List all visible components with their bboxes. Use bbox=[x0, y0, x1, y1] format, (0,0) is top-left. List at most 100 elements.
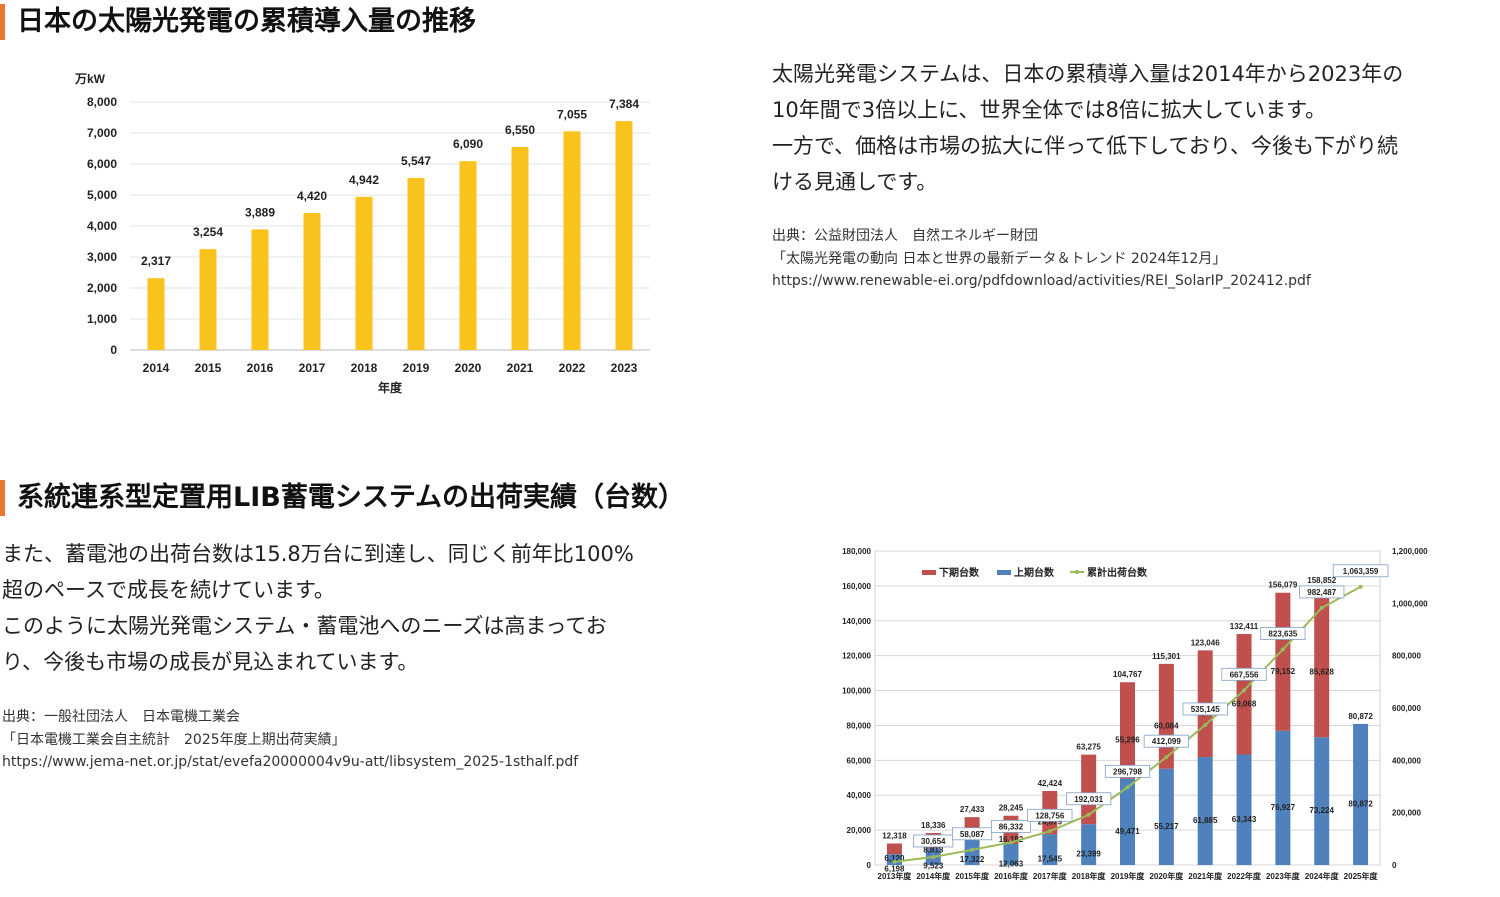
cumulative-label-box bbox=[1299, 585, 1345, 599]
data-label: 7,384 bbox=[609, 97, 639, 111]
cumulative-label: 412,099 bbox=[1152, 737, 1181, 746]
second-half-label: 16,182 bbox=[999, 835, 1024, 844]
bar bbox=[615, 121, 633, 350]
legend-label: 累計出荷台数 bbox=[1087, 566, 1148, 579]
section2-paragraph: また、蓄電池の出荷台数は15.8万台に到達し、同じく前年比100% 超のペースで… bbox=[2, 536, 634, 680]
bar-first-half bbox=[1003, 843, 1019, 865]
cumulative-label: 296,798 bbox=[1113, 767, 1142, 776]
bar bbox=[511, 146, 529, 350]
x-tick-label: 2020年度 bbox=[1149, 871, 1184, 881]
second-half-label: 60,084 bbox=[1154, 721, 1179, 730]
source-line: 「日本電機工業会自主統計 2025年度上期出荷実績」 bbox=[2, 731, 346, 748]
total-label: 123,046 bbox=[1191, 638, 1220, 647]
section1-heading: 日本の太陽光発電の累積導入量の推移 bbox=[0, 4, 476, 40]
paragraph-line: 超のペースで成長を続けています。 bbox=[2, 578, 335, 602]
left-y-tick-label: 60,000 bbox=[847, 756, 872, 765]
cumulative-label-box bbox=[913, 834, 954, 848]
paragraph-line: このように太陽光発電システム・蓄電池へのニーズは高まってお bbox=[2, 614, 607, 638]
total-label: 156,079 bbox=[1268, 581, 1297, 590]
left-y-tick-label: 120,000 bbox=[842, 652, 871, 661]
cumulative-point bbox=[1358, 584, 1363, 589]
x-axis-label: 年度 bbox=[378, 380, 403, 395]
legend-label: 下期台数 bbox=[939, 566, 980, 579]
cumulative-point bbox=[1047, 829, 1052, 834]
data-label: 3,254 bbox=[193, 225, 223, 239]
solar-installation-bar-chart: 0 1,000 2,000 3,000 4,000 5,000 6,000 7,000 8,00… bbox=[74, 72, 650, 395]
cumulative-label: 535,145 bbox=[1191, 705, 1220, 714]
second-half-label: 24,879 bbox=[1038, 818, 1063, 827]
x-tick-label: 2023 bbox=[611, 361, 638, 375]
bar bbox=[199, 249, 217, 350]
paragraph-line: また、蓄電池の出荷台数は15.8万台に到達し、同じく前年比100% bbox=[2, 542, 634, 566]
x-tick-label: 2017 bbox=[299, 361, 326, 375]
second-half-label: 8,813 bbox=[923, 846, 944, 855]
left-y-tick-label: 40,000 bbox=[847, 791, 872, 800]
left-y-tick-label: 20,000 bbox=[847, 826, 872, 835]
bar-second-half bbox=[1120, 682, 1135, 779]
right-y-tick-label: 800,000 bbox=[1392, 652, 1421, 661]
total-label: 132,411 bbox=[1230, 622, 1259, 631]
cumulative-label: 86,332 bbox=[999, 822, 1024, 831]
right-y-tick-label: 400,000 bbox=[1392, 756, 1421, 765]
first-half-label: 12,063 bbox=[999, 859, 1024, 868]
x-tick-label: 2022年度 bbox=[1227, 871, 1262, 881]
data-label: 3,889 bbox=[245, 205, 275, 219]
cumulative-label: 58,087 bbox=[960, 830, 985, 839]
total-label: 27,433 bbox=[960, 805, 985, 814]
first-half-label: 61,885 bbox=[1193, 816, 1218, 825]
total-label: 28,245 bbox=[999, 804, 1024, 813]
second-half-label: 85,628 bbox=[1309, 668, 1334, 677]
cumulative-label-box bbox=[1143, 734, 1189, 748]
bar bbox=[303, 212, 321, 350]
left-y-tick-label: 0 bbox=[867, 861, 872, 870]
cumulative-label-box bbox=[1027, 808, 1073, 822]
data-label: 6,090 bbox=[453, 137, 483, 151]
cumulative-point bbox=[1319, 605, 1324, 610]
total-label: 104,767 bbox=[1113, 670, 1142, 679]
bar-first-half bbox=[1042, 834, 1058, 865]
y-tick-label: 6,000 bbox=[87, 157, 117, 171]
second-half-label: 79,152 bbox=[1271, 667, 1296, 676]
cumulative-point bbox=[1164, 755, 1169, 760]
bar bbox=[459, 161, 477, 350]
right-y-tick-label: 1,200,000 bbox=[1392, 547, 1428, 556]
cumulative-label: 1,063,359 bbox=[1343, 567, 1379, 576]
left-y-tick-label: 180,000 bbox=[842, 547, 871, 556]
data-label: 2,317 bbox=[141, 254, 171, 268]
paragraph-line: 太陽光発電システムは、日本の累積導入量は2014年から2023年の bbox=[772, 62, 1404, 86]
y-tick-label: 5,000 bbox=[87, 188, 117, 202]
left-y-tick-label: 160,000 bbox=[842, 582, 871, 591]
x-tick-label: 2018 bbox=[351, 361, 378, 375]
bar-first-half bbox=[1236, 754, 1252, 865]
source-line: 出典：公益財団法人 自然エネルギー財団 bbox=[772, 228, 1038, 244]
cumulative-point bbox=[1280, 647, 1285, 652]
first-half-label: 17,545 bbox=[1038, 855, 1063, 864]
cumulative-label-box bbox=[1260, 627, 1306, 640]
first-half-label: 80,872 bbox=[1348, 799, 1373, 808]
y-tick-label: 3,000 bbox=[87, 250, 117, 264]
x-tick-label: 2016 bbox=[247, 361, 274, 375]
cumulative-label: 192,031 bbox=[1074, 795, 1103, 804]
right-y-tick-label: 200,000 bbox=[1392, 809, 1421, 818]
cumulative-label: 982,487 bbox=[1307, 588, 1336, 597]
cumulative-label-box bbox=[1066, 792, 1112, 806]
legend-swatch-first-half bbox=[997, 570, 1011, 575]
total-label: 12,318 bbox=[882, 832, 907, 841]
paragraph-line: ける見通しです。 bbox=[772, 170, 938, 194]
section1-paragraph: 太陽光発電システムは、日本の累積導入量は2014年から2023年の 10年間で3… bbox=[772, 56, 1403, 200]
x-tick-label: 2019年度 bbox=[1111, 871, 1146, 881]
cumulative-point bbox=[892, 859, 897, 864]
cumulative-point bbox=[931, 854, 936, 859]
cumulative-label-box bbox=[990, 820, 1031, 833]
first-half-label: 76,927 bbox=[1271, 803, 1296, 812]
x-tick-label: 2018年度 bbox=[1072, 871, 1107, 881]
first-half-label: 6,198 bbox=[884, 865, 905, 874]
bar-second-half bbox=[1236, 634, 1252, 755]
legend-swatch-second-half bbox=[922, 570, 936, 575]
section1-source: 出典：公益財団法人 自然エネルギー財団 「太陽光発電の動向 日本と世界の最新デー… bbox=[772, 225, 1311, 293]
cumulative-label-box bbox=[1182, 702, 1228, 716]
y-axis-unit: 万kW bbox=[74, 72, 106, 86]
data-label: 4,420 bbox=[297, 189, 327, 203]
total-label: 18,336 bbox=[921, 821, 946, 830]
y-tick-label: 2,000 bbox=[87, 281, 117, 295]
